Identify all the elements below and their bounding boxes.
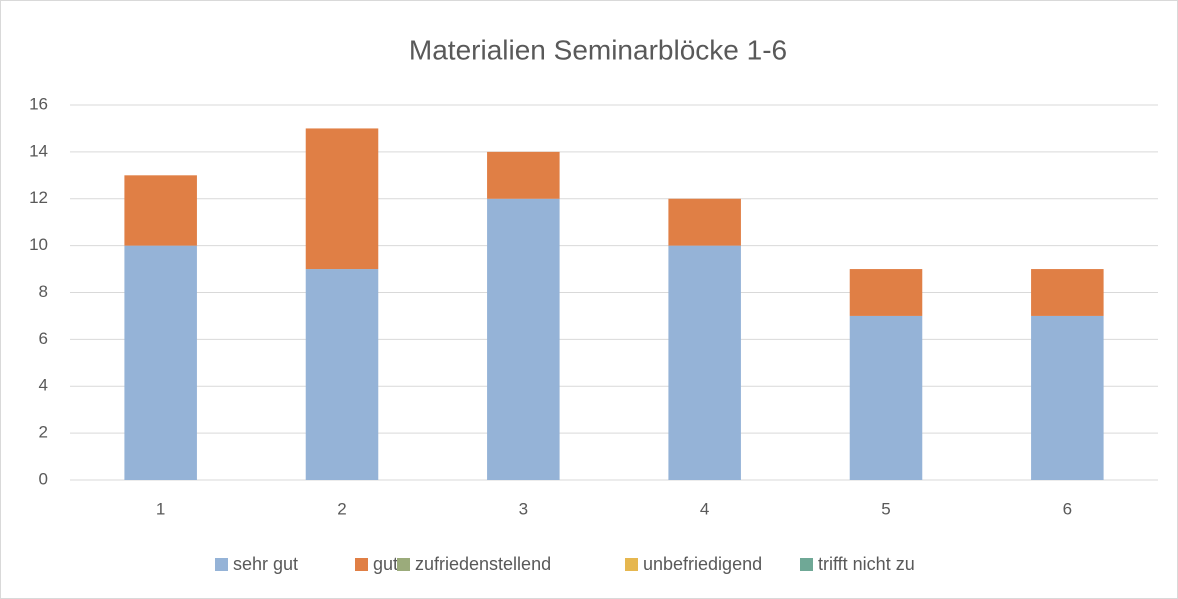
bar-segment	[849, 315, 923, 480]
bar-segment	[124, 245, 197, 480]
y-tick-label: 16	[29, 94, 48, 113]
bar-segment	[305, 269, 379, 480]
bar-segment	[1031, 315, 1104, 480]
bar-segment	[849, 269, 923, 316]
bar-segment	[305, 128, 379, 270]
x-tick-label: 3	[519, 499, 528, 518]
bar-segment	[1031, 269, 1104, 316]
legend-swatch	[800, 558, 813, 571]
legend-label: trifft nicht zu	[818, 554, 915, 574]
bar-segment	[668, 198, 741, 246]
legend-label: sehr gut	[233, 554, 298, 574]
x-tick-label: 1	[156, 499, 165, 518]
y-tick-label: 4	[39, 376, 48, 395]
x-tick-label: 2	[337, 499, 346, 518]
y-tick-label: 2	[39, 423, 48, 442]
y-tick-label: 14	[29, 141, 48, 160]
x-tick-label: 6	[1063, 499, 1072, 518]
y-tick-label: 8	[39, 282, 48, 301]
x-tick-label: 5	[881, 499, 890, 518]
y-tick-label: 12	[29, 188, 48, 207]
y-tick-label: 10	[29, 235, 48, 254]
bar-segment	[668, 245, 741, 480]
x-tick-label: 4	[700, 499, 709, 518]
legend-label: gut	[373, 554, 398, 574]
legend-label: zufriedenstellend	[415, 554, 551, 574]
legend-label: unbefriedigend	[643, 554, 762, 574]
legend-swatch	[355, 558, 368, 571]
bar-segment	[487, 198, 560, 480]
legend-swatch	[397, 558, 410, 571]
y-tick-label: 6	[39, 329, 48, 348]
y-tick-label: 0	[39, 469, 48, 488]
legend-swatch	[625, 558, 638, 571]
legend-swatch	[215, 558, 228, 571]
chart-title: Materialien Seminarblöcke 1-6	[409, 34, 787, 65]
bar-segment	[487, 151, 560, 199]
bar-segment	[124, 175, 197, 246]
